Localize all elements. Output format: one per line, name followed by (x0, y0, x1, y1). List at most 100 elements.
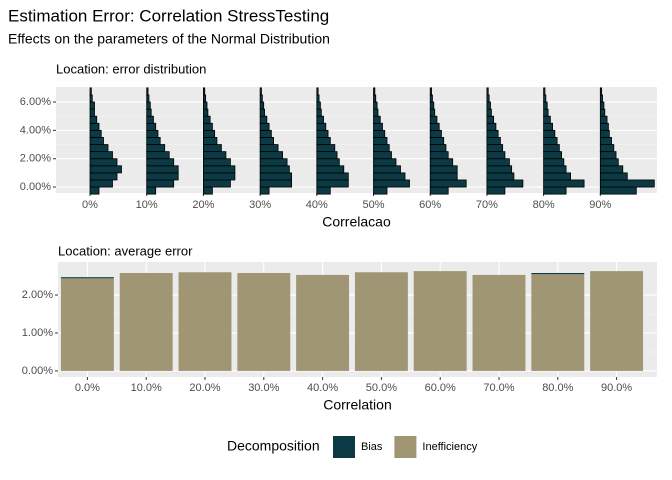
histogram-bar (599, 172, 628, 181)
histogram-bar (146, 165, 179, 174)
y-tick-label: 6.00% (20, 96, 51, 108)
x-tick-label: 80.0% (542, 382, 573, 394)
y-tick-label: 2.00% (22, 289, 53, 301)
histogram-bar (89, 94, 93, 103)
histogram-bar (543, 101, 548, 110)
histogram-bar (599, 137, 612, 145)
histogram-bar (202, 137, 218, 145)
histogram-bar (373, 122, 383, 131)
histogram-bar (486, 186, 506, 195)
panel-title: Location: average error (58, 243, 193, 258)
histogram-bar (429, 158, 454, 167)
histogram-bar (429, 137, 445, 145)
histogram-bar (486, 122, 497, 131)
histogram-bar (146, 115, 154, 124)
histogram-bar (316, 179, 349, 188)
histogram-bar (543, 129, 556, 138)
histogram-bar (316, 172, 349, 181)
histogram-bar (429, 165, 458, 174)
histogram-bar (543, 122, 553, 131)
histogram-bar (373, 108, 379, 117)
legend-key (394, 436, 417, 458)
histogram-bar (373, 158, 397, 167)
bar-segment (60, 278, 114, 371)
x-tick-label: 30.0% (248, 382, 279, 394)
histogram-bar (599, 165, 624, 174)
histogram-bar (429, 94, 433, 103)
histogram-bar (486, 115, 495, 124)
y-tick-label: 1.00% (22, 327, 53, 339)
histogram-bar (316, 122, 327, 131)
histogram-bar (202, 179, 231, 188)
x-tick-label: 20% (192, 199, 214, 211)
x-tick-label: 40.0% (307, 382, 338, 394)
histogram-bar (146, 144, 166, 153)
panel-title: Location: error distribution (56, 61, 206, 76)
histogram-bar (373, 165, 401, 174)
bar-segment (237, 273, 291, 371)
histogram-bar (89, 87, 92, 96)
x-axis-label: Correlacao (322, 214, 391, 230)
histogram-bar (89, 115, 98, 124)
histogram-bar (599, 94, 603, 103)
histogram-bar (202, 151, 227, 160)
histogram-bar (486, 87, 489, 96)
histogram-bar (373, 129, 386, 138)
x-tick-label: 50.0% (366, 382, 397, 394)
histogram-bar (316, 87, 319, 96)
histogram-bar (429, 122, 440, 131)
histogram-bar (373, 179, 410, 188)
histogram-bar (259, 144, 279, 153)
histogram-bar (202, 186, 213, 195)
histogram-bar (316, 186, 331, 195)
histogram-bar (146, 172, 179, 181)
histogram-bar (599, 151, 617, 160)
histogram-bar (429, 115, 438, 124)
histogram-bar (486, 158, 510, 167)
histogram-bar (486, 129, 499, 138)
legend-label: Inefficiency (422, 441, 477, 453)
histogram-bar (146, 108, 152, 117)
histogram-bar (202, 108, 209, 117)
histogram-bar (429, 87, 432, 96)
histogram-bar (543, 87, 546, 96)
histogram-bar (89, 179, 113, 188)
histogram-bar (316, 151, 338, 160)
histogram-bar (316, 115, 324, 124)
histogram-bar (89, 151, 113, 160)
histogram-bar (599, 122, 609, 131)
histogram-bar (599, 158, 619, 167)
histogram-bar (259, 151, 284, 160)
x-tick-label: 10.0% (131, 382, 162, 394)
histogram-bar (429, 172, 458, 181)
histogram-bar (202, 172, 236, 181)
histogram-bar (486, 165, 513, 174)
y-tick-label: 0.00% (22, 365, 53, 377)
histogram-bar (429, 144, 447, 153)
histogram-bar (543, 144, 560, 153)
histogram-bar (373, 101, 378, 110)
bar-segment (531, 273, 585, 275)
histogram-bar (599, 144, 615, 153)
chart-title: Estimation Error: Correlation StressTest… (8, 6, 329, 25)
bar-segment (472, 274, 526, 371)
histogram-bar (373, 94, 377, 103)
histogram-bar (259, 172, 293, 181)
histogram-bar (89, 108, 95, 117)
histogram-bar (146, 151, 170, 160)
histogram-bar (89, 122, 100, 131)
histogram-bar (202, 165, 236, 174)
bar-segment (178, 272, 232, 371)
histogram-bar (259, 137, 275, 145)
histogram-bar (259, 122, 270, 131)
histogram-bar (202, 158, 231, 167)
histogram-bar (599, 115, 608, 124)
histogram-bar (89, 144, 109, 153)
histogram-bar (146, 186, 157, 195)
x-tick-label: 30% (249, 199, 271, 211)
histogram-bar (599, 186, 637, 195)
histogram-bar (429, 101, 435, 110)
histogram-bar (486, 172, 515, 181)
legend-title: Decomposition (227, 438, 320, 454)
bar-segment (590, 271, 644, 371)
